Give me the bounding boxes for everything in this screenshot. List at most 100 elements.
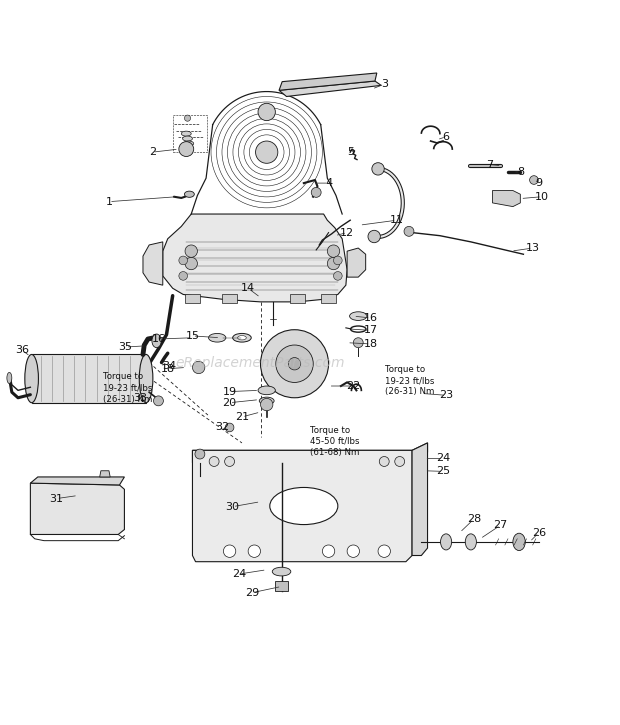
Text: 15: 15 xyxy=(185,331,200,341)
Ellipse shape xyxy=(270,487,338,525)
Text: 6: 6 xyxy=(443,132,450,141)
Circle shape xyxy=(185,245,197,257)
Circle shape xyxy=(224,457,234,466)
Bar xyxy=(222,294,237,303)
Text: 9: 9 xyxy=(535,178,542,188)
Text: 4: 4 xyxy=(325,178,332,188)
Ellipse shape xyxy=(208,334,226,342)
Circle shape xyxy=(179,272,187,281)
Ellipse shape xyxy=(258,386,275,394)
Text: 19: 19 xyxy=(223,386,237,397)
Ellipse shape xyxy=(182,136,192,141)
Circle shape xyxy=(179,141,193,157)
Polygon shape xyxy=(279,73,377,91)
Text: 34: 34 xyxy=(162,360,176,370)
Bar xyxy=(185,294,200,303)
Text: 35: 35 xyxy=(118,342,133,352)
Circle shape xyxy=(192,361,205,373)
Text: 32: 32 xyxy=(215,423,229,432)
Ellipse shape xyxy=(7,373,12,384)
Circle shape xyxy=(223,545,236,558)
Circle shape xyxy=(529,175,538,184)
Circle shape xyxy=(372,162,384,175)
Circle shape xyxy=(327,245,340,257)
Text: 8: 8 xyxy=(516,167,524,177)
Circle shape xyxy=(327,257,340,270)
Circle shape xyxy=(347,545,360,558)
Polygon shape xyxy=(492,191,520,207)
Text: 21: 21 xyxy=(235,412,249,422)
Ellipse shape xyxy=(259,397,274,405)
Text: 27: 27 xyxy=(494,521,508,530)
Bar xyxy=(172,115,206,152)
Text: 29: 29 xyxy=(246,588,260,597)
Polygon shape xyxy=(30,477,125,485)
Bar xyxy=(290,294,305,303)
Text: 11: 11 xyxy=(389,215,404,225)
Polygon shape xyxy=(192,450,412,562)
Polygon shape xyxy=(192,443,428,463)
Circle shape xyxy=(379,457,389,466)
Text: 3: 3 xyxy=(381,79,388,89)
Text: Torque to
45-50 ft/lbs
(61-68) Nm: Torque to 45-50 ft/lbs (61-68) Nm xyxy=(310,426,360,457)
Text: 33: 33 xyxy=(133,393,147,403)
Circle shape xyxy=(209,457,219,466)
Text: 20: 20 xyxy=(223,398,237,407)
Ellipse shape xyxy=(140,355,153,402)
Bar xyxy=(32,355,146,402)
Text: 10: 10 xyxy=(535,191,549,202)
Circle shape xyxy=(368,231,380,243)
Text: 36: 36 xyxy=(15,345,29,355)
Text: 18: 18 xyxy=(363,339,378,349)
Polygon shape xyxy=(163,214,347,302)
Circle shape xyxy=(184,115,190,121)
Text: 26: 26 xyxy=(532,528,546,538)
Circle shape xyxy=(154,396,164,406)
Ellipse shape xyxy=(237,336,246,340)
Text: 14: 14 xyxy=(241,283,255,294)
Circle shape xyxy=(255,141,278,163)
Text: 22: 22 xyxy=(346,381,360,391)
Text: 17: 17 xyxy=(363,326,378,336)
Text: Torque to
19-23 ft/lbs
(26-31) Nm: Torque to 19-23 ft/lbs (26-31) Nm xyxy=(386,365,435,396)
Text: 12: 12 xyxy=(340,228,354,238)
Text: 23: 23 xyxy=(439,390,453,400)
Polygon shape xyxy=(30,483,125,534)
Ellipse shape xyxy=(272,567,291,576)
Circle shape xyxy=(288,357,301,370)
Text: 25: 25 xyxy=(436,466,450,476)
Circle shape xyxy=(258,103,275,120)
Circle shape xyxy=(322,545,335,558)
Circle shape xyxy=(260,330,329,398)
Circle shape xyxy=(195,449,205,459)
Circle shape xyxy=(334,272,342,281)
Text: 2: 2 xyxy=(149,147,156,157)
Circle shape xyxy=(179,256,187,265)
Text: 16: 16 xyxy=(363,313,378,323)
Text: 31: 31 xyxy=(50,494,63,504)
Text: 18: 18 xyxy=(161,364,175,373)
Bar xyxy=(275,581,288,592)
Text: eReplacementParts.com: eReplacementParts.com xyxy=(175,355,345,370)
Text: 16: 16 xyxy=(151,334,166,344)
Text: 1: 1 xyxy=(105,196,112,207)
Ellipse shape xyxy=(25,355,38,402)
Ellipse shape xyxy=(350,312,367,320)
Circle shape xyxy=(260,398,273,411)
Circle shape xyxy=(311,188,321,197)
Circle shape xyxy=(404,226,414,236)
Text: 24: 24 xyxy=(436,453,450,463)
Ellipse shape xyxy=(513,533,525,550)
Ellipse shape xyxy=(465,534,476,550)
Circle shape xyxy=(225,423,234,432)
Ellipse shape xyxy=(181,131,191,136)
Ellipse shape xyxy=(232,334,251,342)
Ellipse shape xyxy=(152,334,161,348)
Polygon shape xyxy=(100,471,110,477)
Circle shape xyxy=(248,545,260,558)
Circle shape xyxy=(395,457,405,466)
Polygon shape xyxy=(412,443,428,555)
Text: 24: 24 xyxy=(232,569,246,579)
Bar xyxy=(321,294,336,303)
Ellipse shape xyxy=(184,191,194,197)
